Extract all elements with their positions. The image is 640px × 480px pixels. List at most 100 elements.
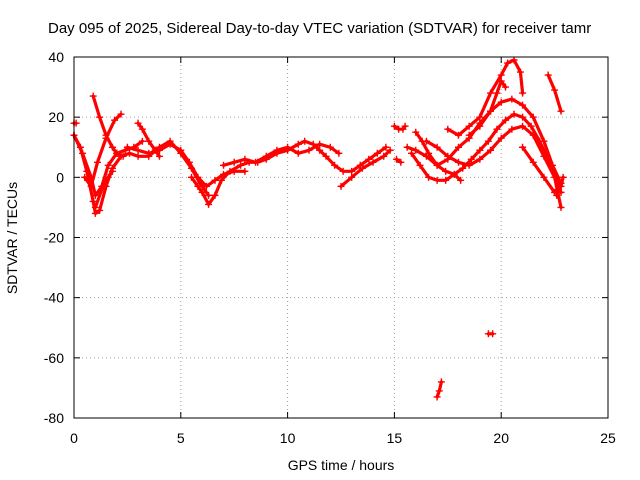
x-axis-label: GPS time / hours xyxy=(288,457,395,473)
series-trace xyxy=(467,79,508,137)
data-point xyxy=(393,155,401,163)
data-point xyxy=(412,128,420,136)
data-point xyxy=(487,89,495,97)
data-point xyxy=(104,173,112,181)
data-point xyxy=(294,140,302,148)
data-point xyxy=(241,167,249,175)
data-point xyxy=(194,173,202,181)
data-point xyxy=(416,161,424,169)
data-point xyxy=(444,152,452,160)
chart-title: Day 095 of 2025, Sidereal Day-to-day VTE… xyxy=(48,20,591,37)
series-arc-12 xyxy=(393,155,405,166)
data-point xyxy=(551,86,559,94)
data-point xyxy=(111,116,119,124)
y-tick-label: 20 xyxy=(48,109,64,125)
data-point xyxy=(226,167,234,175)
data-point xyxy=(126,149,134,157)
data-point xyxy=(433,393,441,401)
grid xyxy=(74,57,608,418)
series-arc-11 xyxy=(390,122,409,133)
data-point xyxy=(544,71,552,79)
data-point xyxy=(117,110,125,118)
x-tick-label: 25 xyxy=(600,430,616,446)
series-arc-9 xyxy=(220,140,343,169)
data-point xyxy=(508,95,516,103)
data-point xyxy=(501,116,509,124)
data-point xyxy=(205,200,213,208)
data-point xyxy=(369,158,377,166)
data-point xyxy=(450,170,458,178)
data-series xyxy=(70,56,567,401)
data-point xyxy=(407,149,415,157)
series-trace xyxy=(83,112,123,188)
data-point xyxy=(465,131,473,139)
x-tick-labels: 0 5 10 15 20 25 xyxy=(70,430,616,446)
series-arc-22 xyxy=(433,378,445,401)
data-point xyxy=(337,182,345,190)
series-trace xyxy=(339,148,392,188)
data-point xyxy=(87,182,95,190)
series-trace xyxy=(409,151,463,182)
y-tick-label: 40 xyxy=(48,49,64,65)
data-point xyxy=(326,143,334,151)
data-point xyxy=(373,149,381,157)
series-trace xyxy=(72,133,211,215)
data-point xyxy=(422,137,430,145)
series-arc-18 xyxy=(465,77,509,139)
data-point xyxy=(230,158,238,166)
data-point xyxy=(557,107,565,115)
data-point xyxy=(322,152,330,160)
data-point xyxy=(540,173,548,181)
data-point xyxy=(91,191,99,199)
data-point xyxy=(202,182,210,190)
data-point xyxy=(540,137,548,145)
data-point xyxy=(465,161,473,169)
data-point xyxy=(91,209,99,217)
data-point xyxy=(93,158,101,166)
x-tick-label: 10 xyxy=(280,430,296,446)
series-arc-3 xyxy=(89,92,127,160)
data-point xyxy=(237,161,245,169)
data-point xyxy=(519,113,527,121)
data-point xyxy=(145,137,153,145)
data-point xyxy=(108,167,116,175)
data-point xyxy=(422,152,430,160)
data-point xyxy=(145,149,153,157)
data-point xyxy=(262,152,270,160)
data-point xyxy=(79,149,87,157)
data-point xyxy=(316,146,324,154)
data-point xyxy=(348,173,356,181)
data-point xyxy=(454,131,462,139)
data-point xyxy=(467,155,475,163)
data-point xyxy=(390,122,398,130)
data-point xyxy=(397,158,405,166)
x-tick-label: 15 xyxy=(387,430,403,446)
data-point xyxy=(91,203,99,211)
data-point xyxy=(348,167,356,175)
data-point xyxy=(198,188,206,196)
data-point xyxy=(559,173,567,181)
data-point xyxy=(510,110,518,118)
series-arc-4 xyxy=(81,110,125,190)
data-point xyxy=(211,191,219,199)
data-point xyxy=(134,119,142,127)
data-point xyxy=(194,182,202,190)
y-tick-label: -80 xyxy=(44,410,64,426)
data-point xyxy=(187,173,195,181)
data-point xyxy=(497,134,505,142)
data-point xyxy=(211,176,219,184)
data-point xyxy=(501,83,509,91)
data-point xyxy=(529,131,537,139)
series-arc-16 xyxy=(422,122,565,211)
data-point xyxy=(442,167,450,175)
series-arc-19 xyxy=(544,71,565,115)
data-point xyxy=(119,152,127,160)
y-tick-label: -20 xyxy=(44,230,64,246)
data-point xyxy=(81,173,89,181)
data-point xyxy=(551,173,559,181)
data-point xyxy=(497,77,505,85)
data-point xyxy=(519,101,527,109)
data-point xyxy=(138,137,146,145)
data-point xyxy=(205,191,213,199)
data-point xyxy=(284,143,292,151)
